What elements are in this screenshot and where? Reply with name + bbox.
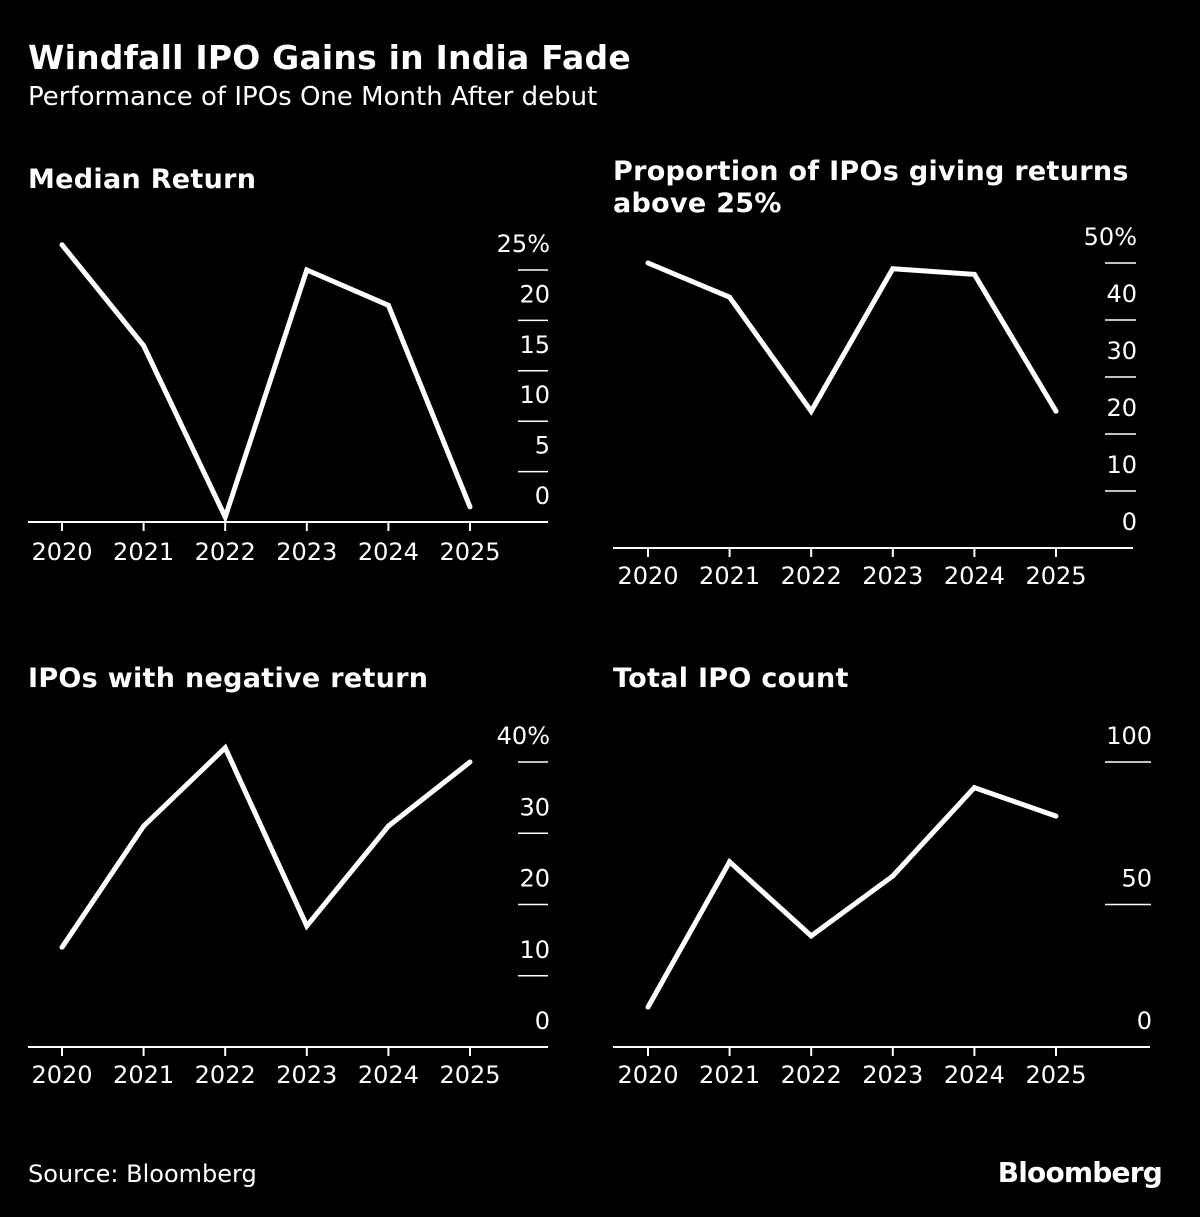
negative-return-y-tick-label: 0 — [535, 1007, 550, 1035]
proportion-above-25-x-tick-label: 2024 — [944, 562, 1005, 590]
median-return-data-point — [385, 302, 391, 308]
median-return-data-point — [304, 267, 310, 273]
median-return-data-point — [59, 242, 65, 248]
median-return-series-line — [60, 243, 473, 524]
total-ipo-count-data-point — [808, 933, 814, 939]
median-return-x-tick-label: 2025 — [439, 538, 500, 566]
negative-return-data-point — [59, 944, 65, 950]
negative-return-x-tick-label: 2021 — [113, 1061, 174, 1089]
proportion-above-25-y-tick-label: 30 — [1106, 337, 1137, 365]
proportion-above-25-data-point — [890, 266, 896, 272]
proportion-above-25-x-tick-label: 2022 — [781, 562, 842, 590]
median-return-data-point — [222, 514, 228, 520]
bloomberg-logo: Bloomberg — [997, 1156, 1163, 1189]
median-return-x-tick-label: 2022 — [195, 538, 256, 566]
median-return-x-tick-label: 2021 — [113, 538, 174, 566]
chart-title: Windfall IPO Gains in India Fade — [28, 38, 631, 77]
median-return-y-tick-label: 15 — [519, 331, 550, 359]
proportion-above-25-x-tick-label: 2021 — [699, 562, 760, 590]
total-ipo-count-x-tick-label: 2025 — [1025, 1061, 1086, 1089]
total-ipo-count-data-point — [971, 785, 977, 791]
total-ipo-count-x-tick-label: 2024 — [944, 1061, 1005, 1089]
proportion-above-25-series-line — [647, 260, 1059, 416]
median-return-y-tick-label: 10 — [519, 381, 550, 409]
proportion-above-25-data-point — [727, 294, 733, 300]
proportion-above-25-y-tick-label: 0 — [1122, 508, 1137, 536]
proportion-above-25-x-tick-label: 2020 — [617, 562, 678, 590]
proportion-above-25-y-tick-label: 20 — [1106, 394, 1137, 422]
negative-return-x-tick-label: 2020 — [31, 1061, 92, 1089]
proportion-above-25-y-tick-label: 10 — [1106, 451, 1137, 479]
median-return-y-tick-label: 25% — [497, 230, 550, 258]
median-return-x-tick-label: 2024 — [358, 538, 419, 566]
proportion-above-25-y-tick-label: 50% — [1084, 223, 1137, 251]
negative-return-y-tick-label: 20 — [519, 865, 550, 893]
negative-return-x-tick-label: 2024 — [358, 1061, 419, 1089]
proportion-above-25-x-tick-label: 2023 — [862, 562, 923, 590]
median-return-y-tick-label: 0 — [535, 482, 550, 510]
source-note: Source: Bloomberg — [28, 1160, 257, 1188]
proportion-above-25-data-point — [971, 271, 977, 277]
total-ipo-count-series-line — [645, 784, 1057, 1009]
proportion-above-25-x-tick-label: 2025 — [1025, 562, 1086, 590]
median-return-x-tick-label: 2020 — [31, 538, 92, 566]
negative-return-y-tick-label: 40% — [497, 722, 550, 750]
proportion-above-25-data-point — [1053, 408, 1059, 414]
median-return-data-point — [467, 504, 473, 510]
total-ipo-count-x-tick-label: 2023 — [862, 1061, 923, 1089]
panel-title-median-return: Median Return — [28, 164, 257, 195]
negative-return-data-point — [141, 823, 147, 829]
negative-return-data-point — [385, 823, 391, 829]
panel-title-proportion-above-25: Proportion of IPOs giving returns above … — [613, 156, 1129, 219]
negative-return-data-point — [304, 923, 310, 929]
total-ipo-count-data-point — [727, 859, 733, 865]
total-ipo-count-y-tick-label: 100 — [1106, 722, 1152, 750]
total-ipo-count-data-point — [890, 873, 896, 879]
panel-title-total-ipo-count: Total IPO count — [613, 663, 849, 694]
negative-return-x-tick-label: 2023 — [276, 1061, 337, 1089]
panel-title-negative-return: IPOs with negative return — [28, 663, 429, 694]
chart-subtitle: Performance of IPOs One Month After debu… — [28, 82, 598, 112]
negative-return-data-point — [222, 745, 228, 751]
total-ipo-count-y-tick-label: 0 — [1137, 1007, 1152, 1035]
negative-return-series-line — [59, 743, 472, 949]
median-return-x-tick-label: 2023 — [276, 538, 337, 566]
negative-return-y-tick-label: 30 — [519, 793, 550, 821]
proportion-above-25-data-point — [645, 260, 651, 266]
total-ipo-count-y-tick-label: 50 — [1121, 865, 1152, 893]
proportion-above-25-y-tick-label: 40 — [1106, 280, 1137, 308]
negative-return-x-tick-label: 2022 — [195, 1061, 256, 1089]
total-ipo-count-data-point — [645, 1004, 651, 1010]
proportion-above-25-data-point — [808, 408, 814, 414]
median-return-y-tick-label: 5 — [535, 432, 550, 460]
total-ipo-count-x-tick-label: 2021 — [699, 1061, 760, 1089]
negative-return-data-point — [467, 759, 473, 765]
negative-return-y-tick-label: 10 — [519, 936, 550, 964]
median-return-y-tick-label: 20 — [519, 280, 550, 308]
negative-return-x-tick-label: 2025 — [439, 1061, 500, 1089]
total-ipo-count-x-tick-label: 2020 — [617, 1061, 678, 1089]
total-ipo-count-data-point — [1053, 813, 1059, 819]
median-return-data-point — [141, 343, 147, 349]
total-ipo-count-x-tick-label: 2022 — [781, 1061, 842, 1089]
